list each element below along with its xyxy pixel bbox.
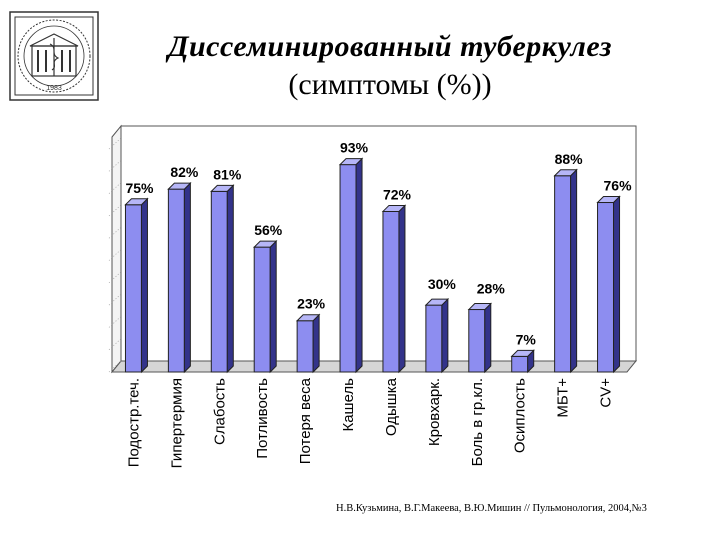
category-label: МБТ+ bbox=[555, 378, 572, 418]
data-label: 23% bbox=[297, 296, 326, 312]
chart-side-wall bbox=[111, 124, 122, 374]
category-label: CV+ bbox=[598, 378, 615, 408]
data-label: 72% bbox=[383, 186, 412, 202]
seal-caption: 1983 bbox=[46, 85, 62, 92]
category-label: Боль в гр.кл. bbox=[469, 378, 486, 466]
bar-top bbox=[338, 158, 364, 166]
category-label: Слабость bbox=[211, 378, 228, 445]
category-label: Потливость bbox=[254, 378, 271, 459]
bar-top bbox=[467, 303, 492, 311]
bar-side bbox=[226, 184, 234, 374]
bar bbox=[511, 355, 529, 373]
bar bbox=[468, 309, 486, 373]
bar-top bbox=[253, 240, 278, 248]
category-label: Кашель bbox=[340, 378, 357, 432]
bar-side bbox=[312, 313, 320, 374]
bar-top bbox=[510, 349, 535, 357]
data-label: 30% bbox=[428, 276, 457, 292]
bar-side bbox=[269, 239, 277, 374]
data-label: 56% bbox=[254, 222, 283, 238]
bar-top bbox=[553, 169, 578, 177]
bar-top bbox=[596, 196, 621, 204]
bar-side bbox=[484, 302, 492, 374]
bar bbox=[296, 320, 314, 373]
page-subtitle: (симптомы (%)) bbox=[288, 68, 492, 101]
category-label: Потеря веса bbox=[297, 377, 314, 464]
bar bbox=[339, 164, 357, 373]
page-title: Диссеминированный туберкулез bbox=[168, 30, 612, 63]
bar bbox=[554, 175, 572, 373]
data-label: 93% bbox=[340, 140, 369, 156]
category-label: Гипертермия bbox=[168, 378, 185, 468]
category-label: Подостр.теч. bbox=[125, 378, 142, 467]
data-label: 82% bbox=[170, 164, 199, 180]
bar-side bbox=[570, 168, 578, 374]
data-label: 76% bbox=[604, 178, 633, 194]
bar-side bbox=[183, 181, 191, 374]
data-label: 88% bbox=[555, 151, 584, 167]
chart-floor bbox=[110, 360, 638, 373]
bar-side bbox=[355, 157, 363, 374]
bar-side bbox=[613, 195, 621, 374]
data-label: 75% bbox=[125, 180, 154, 196]
bar-top bbox=[167, 182, 192, 190]
citation: Н.В.Кузьмина, В.Г.Макеева, В.Ю.Мишин // … bbox=[336, 503, 647, 514]
bar-top bbox=[381, 204, 407, 212]
data-label: 81% bbox=[213, 166, 242, 182]
category-label: Осиплость bbox=[512, 378, 529, 453]
chart-back-wall bbox=[120, 125, 637, 362]
data-label: 28% bbox=[477, 281, 506, 297]
bar bbox=[167, 188, 185, 373]
data-label: 7% bbox=[516, 331, 537, 347]
bar bbox=[210, 190, 228, 373]
bar-top bbox=[210, 184, 235, 192]
bar-side bbox=[441, 297, 449, 374]
bar-top bbox=[424, 298, 450, 306]
bar-top bbox=[124, 198, 149, 206]
bar bbox=[597, 202, 615, 373]
bar-side bbox=[398, 204, 406, 374]
bar bbox=[253, 246, 271, 373]
institution-seal-icon: 1983 bbox=[9, 11, 99, 101]
category-label: Кровхарк. bbox=[426, 378, 443, 446]
bar bbox=[382, 210, 400, 373]
bar-side bbox=[140, 197, 148, 374]
bar-top bbox=[295, 314, 321, 322]
bar bbox=[425, 304, 443, 373]
bar bbox=[124, 204, 142, 373]
category-label: Одышка bbox=[383, 377, 400, 436]
